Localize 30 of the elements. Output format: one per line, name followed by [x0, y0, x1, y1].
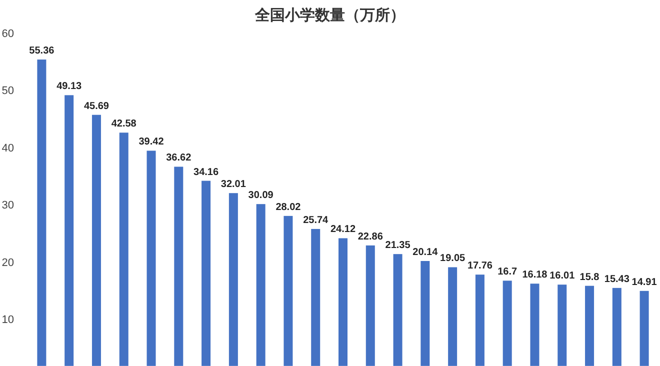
- data-label: 42.58: [111, 118, 136, 130]
- data-label: 15.43: [604, 274, 630, 285]
- data-label: 39.42: [138, 136, 164, 148]
- data-label: 17.76: [467, 260, 492, 272]
- ytick: 60: [2, 28, 14, 40]
- data-label: 49.13: [56, 81, 82, 92]
- data-label: 36.62: [166, 152, 192, 164]
- ytick: 20: [2, 256, 14, 269]
- data-label: 24.12: [330, 224, 356, 236]
- data-label: 22.86: [358, 231, 383, 242]
- title: 全国小学数量（万所）: [255, 7, 405, 24]
- data-label: 19.05: [440, 253, 466, 264]
- data-label: 16.7: [498, 266, 518, 278]
- data-label: 45.69: [84, 100, 109, 112]
- data-label: 30.09: [248, 190, 274, 202]
- data-label: 25.74: [303, 214, 328, 226]
- data-label: 15.8: [580, 272, 600, 283]
- data-label: 28.02: [276, 202, 301, 213]
- ytick: 10: [2, 314, 14, 326]
- data-label: 16.01: [550, 270, 575, 282]
- ytick: 30: [2, 200, 14, 212]
- ytick: 40: [2, 142, 14, 154]
- data-label: 16.18: [522, 270, 548, 281]
- data-label: 20.14: [412, 247, 438, 258]
- data-label: 21.35: [385, 240, 410, 252]
- data-label: 14.91: [632, 276, 657, 288]
- data-label: 32.01: [220, 179, 246, 190]
- data-label: 55.36: [29, 46, 54, 57]
- data-label: 34.16: [194, 166, 219, 178]
- ytick: 50: [2, 85, 14, 98]
